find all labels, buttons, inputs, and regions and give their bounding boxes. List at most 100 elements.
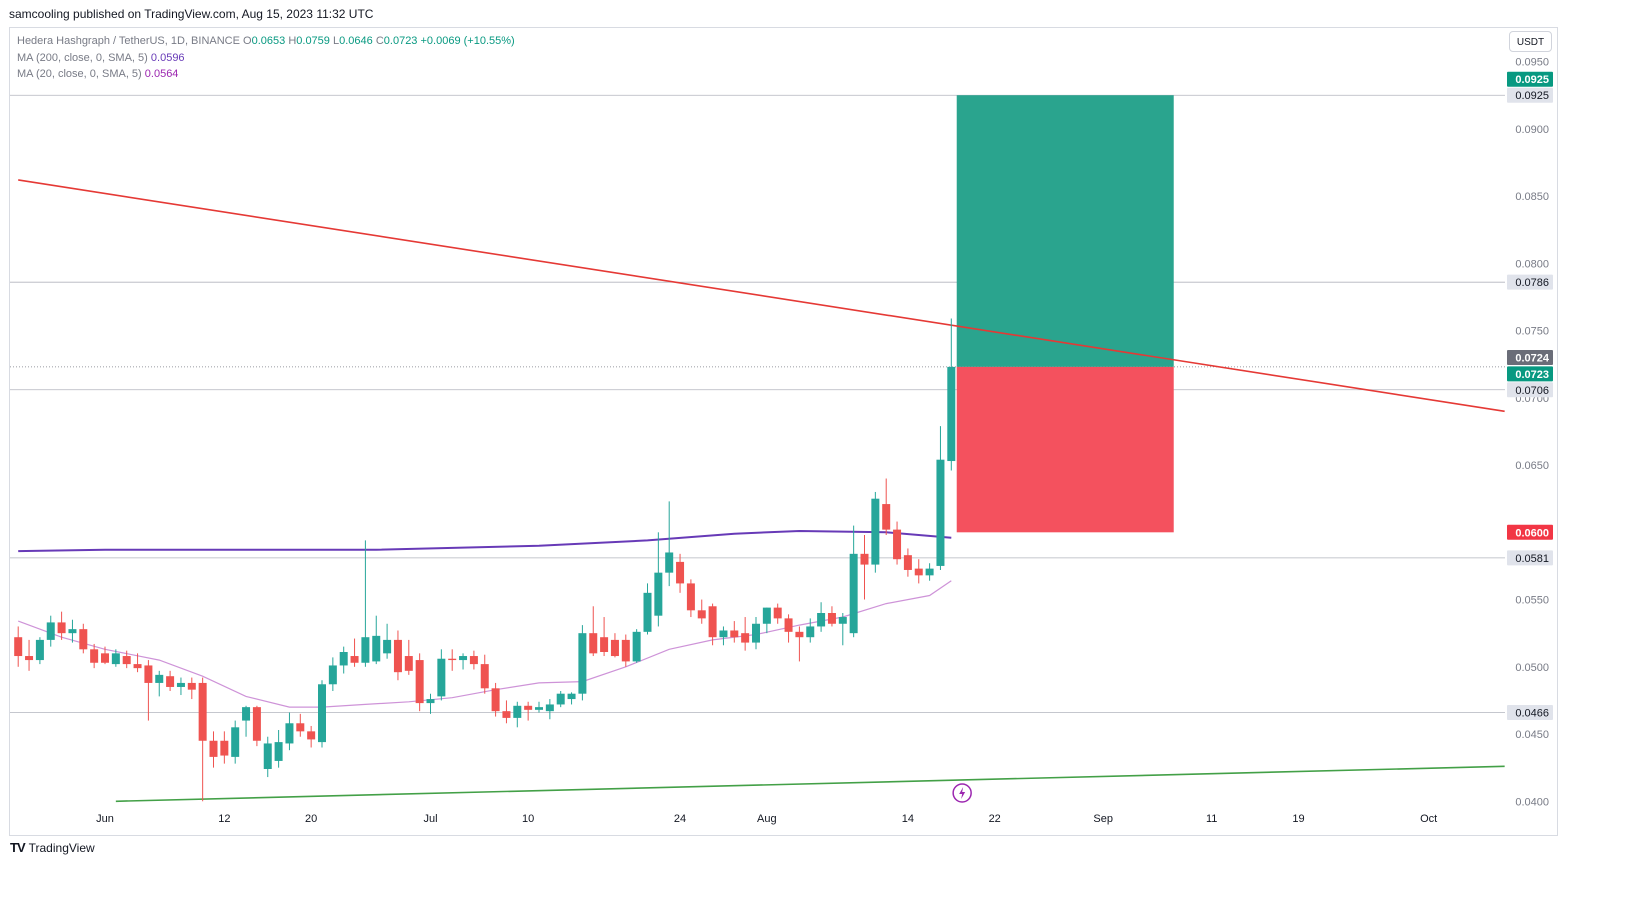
candle-body <box>176 682 185 687</box>
candle <box>676 553 685 593</box>
candle <box>795 626 804 662</box>
ma200-value: 0.0596 <box>150 51 185 64</box>
candle <box>773 603 782 624</box>
candle-body <box>79 629 88 650</box>
candle <box>296 713 305 737</box>
candle-body <box>372 635 381 662</box>
level-tag-bg <box>1507 705 1553 721</box>
price-tick-label: 0.0400 <box>1515 796 1549 808</box>
lightning-bolt <box>959 787 966 799</box>
candle-body <box>90 649 99 663</box>
candle-body <box>795 631 804 638</box>
candle <box>936 426 945 570</box>
candle <box>643 583 652 635</box>
candle <box>860 535 869 600</box>
candle <box>665 501 674 587</box>
candle-body <box>893 529 902 560</box>
candle <box>459 653 468 670</box>
candle <box>469 650 478 670</box>
candle <box>752 617 760 650</box>
level-tag-bg <box>1507 550 1553 566</box>
candle-body <box>393 639 402 673</box>
candle-body <box>415 660 424 704</box>
candle-body <box>936 459 945 566</box>
candle-body <box>762 607 771 624</box>
candle <box>524 701 533 721</box>
candle <box>14 626 23 667</box>
candle <box>187 677 196 700</box>
price-tick-label: 0.0650 <box>1515 460 1549 472</box>
candle <box>372 615 381 665</box>
price-tag-label: 0.0724 <box>1515 353 1550 365</box>
candle-body <box>773 607 782 619</box>
ma20-value: 0.0564 <box>144 68 179 80</box>
candle <box>806 618 815 643</box>
position-tool <box>956 95 1174 533</box>
candle-body <box>285 723 294 744</box>
high-label: H <box>288 35 297 47</box>
candle-body <box>383 639 392 654</box>
candle-body <box>686 583 695 611</box>
candle-body <box>339 652 348 666</box>
price-tick-label: 0.0500 <box>1515 662 1549 674</box>
price-tag-bg <box>1507 366 1553 382</box>
candle <box>57 611 66 640</box>
candle <box>610 633 619 658</box>
candle-body <box>665 552 674 573</box>
chart-frame <box>9 27 1558 836</box>
candle-body <box>35 639 44 661</box>
candle-body <box>741 633 750 643</box>
candle-body <box>817 613 826 627</box>
candle <box>513 701 522 728</box>
candle <box>545 699 554 720</box>
time-tick-label: Jun <box>96 813 114 825</box>
level-tag-bg <box>1507 382 1553 398</box>
support-trendline <box>115 765 1505 803</box>
candle <box>784 614 793 643</box>
candle <box>480 654 489 694</box>
time-tick-label: Jul <box>423 813 437 825</box>
candle-body <box>318 684 326 743</box>
candle-body <box>752 623 760 643</box>
level-tag-bg <box>1507 87 1553 103</box>
ma200-line: MA (200, close, 0, SMA, 5) 0.0596 <box>17 50 515 67</box>
ma200-line <box>18 529 952 553</box>
candle-body <box>643 592 652 632</box>
price-tick-label: 0.0450 <box>1515 729 1549 741</box>
candle-body <box>57 622 66 634</box>
candle-body <box>133 664 142 669</box>
candle-body <box>448 658 457 661</box>
candle <box>697 599 706 624</box>
candle <box>578 625 587 701</box>
candle <box>817 602 826 632</box>
candle-body <box>589 633 598 654</box>
level-tag-label: 0.0786 <box>1515 277 1549 289</box>
ma20-label: MA (20, close, 0, SMA, 5) <box>17 68 142 80</box>
candle <box>882 478 891 535</box>
candle <box>25 639 34 671</box>
candle-body <box>459 656 468 661</box>
candle-body <box>491 688 500 712</box>
candle <box>730 621 739 643</box>
candle <box>741 617 750 651</box>
candle-body <box>155 674 164 683</box>
candle-body <box>144 665 153 683</box>
candle <box>101 646 109 665</box>
candle-body <box>361 637 370 663</box>
candle-body <box>556 693 565 705</box>
price-tick-label: 0.0800 <box>1515 258 1549 270</box>
ma20-line: MA (20, close, 0, SMA, 5) 0.0564 <box>17 66 515 83</box>
candle-body <box>187 682 196 690</box>
time-tick-label: 19 <box>1292 813 1304 825</box>
candle <box>914 559 923 584</box>
currency-button[interactable]: USDT <box>1509 31 1552 52</box>
candle <box>144 660 153 721</box>
candle-body <box>524 705 533 710</box>
candle <box>90 643 99 669</box>
candle-body <box>784 618 793 632</box>
change-value: +0.0069 (+10.55%) <box>420 35 515 47</box>
candle <box>339 646 348 674</box>
candle <box>437 649 446 701</box>
candle-body <box>14 637 23 657</box>
